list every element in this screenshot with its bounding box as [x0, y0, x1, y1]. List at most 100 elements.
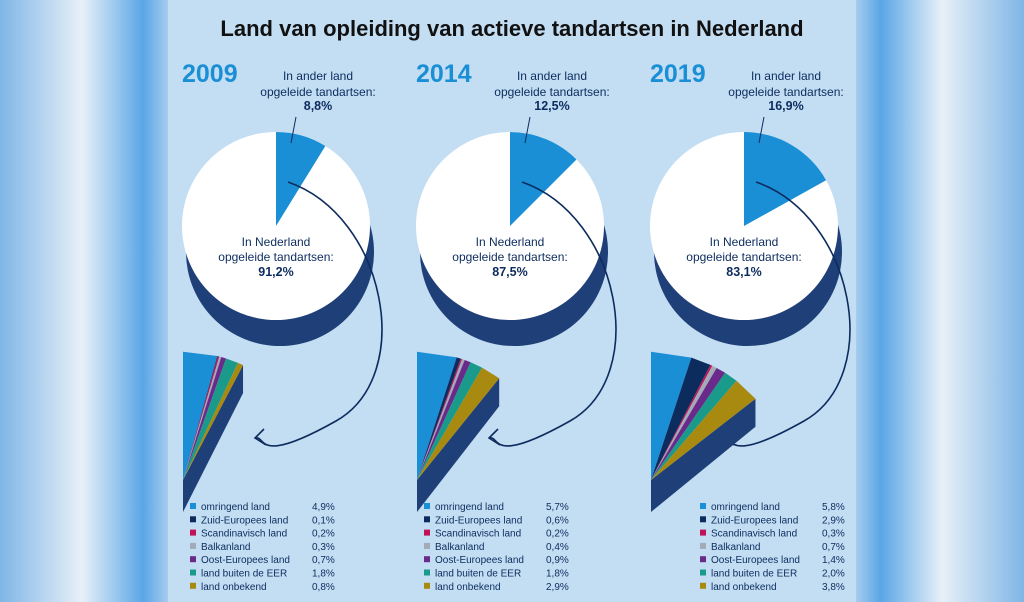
domestic-label: 83,1%	[726, 265, 761, 279]
domestic-label: In Nederland	[710, 235, 779, 249]
legend-swatch	[700, 582, 706, 589]
foreign-label: 16,9%	[768, 99, 803, 113]
legend-value: 0,7%	[822, 542, 845, 553]
fan-slice-6	[183, 362, 244, 480]
legend-label: Oost-Europees land	[435, 555, 524, 566]
leader-line	[290, 116, 297, 144]
fan-slice-2	[651, 364, 713, 480]
foreign-label: opgeleide tandartsen:	[728, 85, 843, 99]
legend-value: 1,8%	[546, 569, 569, 580]
leader-line	[524, 116, 531, 144]
legend-label: land buiten de EER	[435, 569, 521, 580]
legend-swatch	[190, 529, 196, 536]
legend-label: omringend land	[711, 502, 780, 513]
legend-swatch	[700, 556, 706, 563]
legend-swatch	[700, 503, 706, 509]
legend-swatch	[424, 569, 430, 576]
fan-slice-1	[417, 357, 461, 480]
fan-slice-4	[417, 360, 471, 480]
legend-swatch	[190, 516, 196, 523]
foreign-label: opgeleide tandartsen:	[260, 85, 375, 99]
legend-swatch	[700, 516, 706, 523]
legend-label: Oost-Europees land	[711, 555, 800, 566]
legend-label: omringend land	[201, 502, 270, 513]
fan-slice-5	[183, 358, 238, 480]
infographic: Land van opleiding van actieve tandartse…	[168, 0, 856, 602]
legend-swatch	[424, 542, 430, 549]
legend-value: 0,1%	[312, 515, 335, 526]
legend-label: omringend land	[435, 502, 504, 513]
domestic-label: opgeleide tandartsen:	[218, 250, 333, 264]
legend-value: 0,9%	[546, 555, 569, 566]
legend-label: Scandinavisch land	[435, 529, 521, 540]
fan-slice-6	[651, 380, 756, 480]
fan-slice-0	[417, 351, 457, 480]
foreign-label: In ander land	[517, 69, 587, 83]
fan-slice-4	[651, 367, 726, 480]
foreign-label: In ander land	[283, 69, 353, 83]
legend-value: 0,7%	[312, 555, 335, 566]
legend-swatch	[190, 569, 196, 576]
legend-value: 5,8%	[822, 502, 845, 513]
legend-swatch	[424, 582, 430, 589]
legend-swatch	[190, 556, 196, 563]
pie-slice-ander-land	[510, 132, 577, 226]
domestic-label: opgeleide tandartsen:	[452, 250, 567, 264]
legend-label: Zuid-Europees land	[711, 515, 798, 526]
fan-slice-2	[417, 358, 463, 480]
legend-label: land buiten de EER	[711, 569, 797, 580]
fan-slice-0	[651, 351, 692, 480]
legend-value: 2,9%	[546, 582, 569, 593]
leader-line	[758, 116, 765, 144]
year-label: 2019	[650, 60, 706, 88]
legend-value: 0,8%	[312, 582, 335, 593]
year-label: 2014	[416, 60, 472, 88]
domestic-label: In Nederland	[242, 235, 311, 249]
fan-slice-1	[183, 355, 218, 480]
fan-slice-2	[183, 356, 220, 480]
legend-value: 0,3%	[822, 529, 845, 540]
legend-label: Scandinavisch land	[711, 529, 797, 540]
foreign-label: In ander land	[751, 69, 821, 83]
fan-depth	[417, 378, 500, 512]
fan-slice-4	[183, 357, 227, 480]
legend-swatch	[190, 542, 196, 549]
legend-swatch	[190, 503, 196, 509]
legend-value: 0,3%	[312, 542, 335, 553]
fan-slice-5	[651, 372, 737, 480]
foreign-label: 8,8%	[304, 99, 333, 113]
domestic-label: opgeleide tandartsen:	[686, 250, 801, 264]
legend-value: 2,9%	[822, 515, 845, 526]
legend-swatch	[700, 569, 706, 576]
legend-label: land onbekend	[201, 582, 267, 593]
foreign-label: 12,5%	[534, 99, 569, 113]
fan-depth	[183, 365, 244, 512]
domestic-label: 87,5%	[492, 265, 527, 279]
legend-value: 0,6%	[546, 515, 569, 526]
fan-slice-5	[417, 362, 483, 480]
fan-slice-3	[183, 356, 222, 480]
legend-label: land buiten de EER	[201, 569, 287, 580]
legend-label: Balkanland	[201, 542, 250, 553]
domestic-label: In Nederland	[476, 235, 545, 249]
year-label: 2009	[182, 60, 238, 88]
legend-label: land onbekend	[711, 582, 777, 593]
legend-swatch	[424, 516, 430, 523]
legend-label: Zuid-Europees land	[201, 515, 288, 526]
legend-value: 3,8%	[822, 582, 845, 593]
fan-slice-0	[183, 351, 218, 480]
legend-swatch	[700, 542, 706, 549]
fan-depth	[651, 398, 756, 512]
legend-value: 4,9%	[312, 502, 335, 513]
fan-slice-3	[651, 365, 717, 480]
foreign-label: opgeleide tandartsen:	[494, 85, 609, 99]
legend-swatch	[190, 582, 196, 589]
legend-swatch	[424, 529, 430, 536]
fan-slice-1	[651, 357, 711, 480]
legend-value: 1,4%	[822, 555, 845, 566]
legend-value: 1,8%	[312, 569, 335, 580]
